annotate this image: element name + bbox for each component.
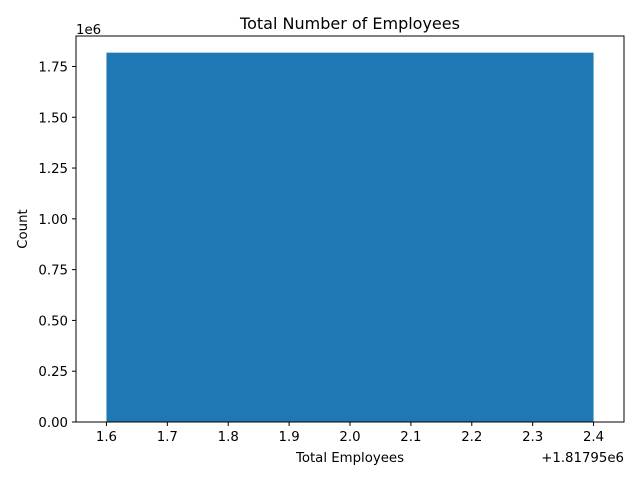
y-tick-label: 0.75	[38, 264, 68, 279]
x-axis-label: Total Employees	[295, 451, 404, 466]
y-axis-label: Count	[16, 209, 31, 249]
y-tick-label: 1.00	[38, 213, 68, 228]
plot-area: 1.6 1.7 1.8 1.9 2.0 2.1 2.2 2.3 2.4 0.00 0.25 0.50 0…	[38, 52, 604, 445]
x-tick-label: 1.7	[157, 430, 178, 445]
x-tick-label: 1.8	[218, 430, 239, 445]
x-offset-text: +1.81795e6	[541, 451, 624, 466]
x-tick-label: 2.3	[522, 430, 543, 445]
x-tick-label: 1.9	[279, 430, 300, 445]
x-tick-label: 2.0	[339, 430, 360, 445]
y-tick-label: 1.75	[38, 60, 68, 75]
y-tick-label: 0.25	[38, 365, 68, 380]
x-tick-label: 2.2	[461, 430, 482, 445]
y-tick-label: 1.50	[38, 111, 68, 126]
x-tick-label: 1.6	[96, 430, 117, 445]
chart-title: Total Number of Employees	[239, 14, 460, 33]
x-tick-label: 2.1	[400, 430, 421, 445]
y-tick-label: 0.00	[38, 416, 68, 431]
y-tick-label: 0.50	[38, 314, 68, 329]
y-tick-label: 1.25	[38, 162, 68, 177]
x-tick-label: 2.4	[583, 430, 604, 445]
y-scale-text: 1e6	[76, 23, 101, 38]
axes-frame	[75, 35, 625, 423]
bar	[106, 52, 594, 423]
